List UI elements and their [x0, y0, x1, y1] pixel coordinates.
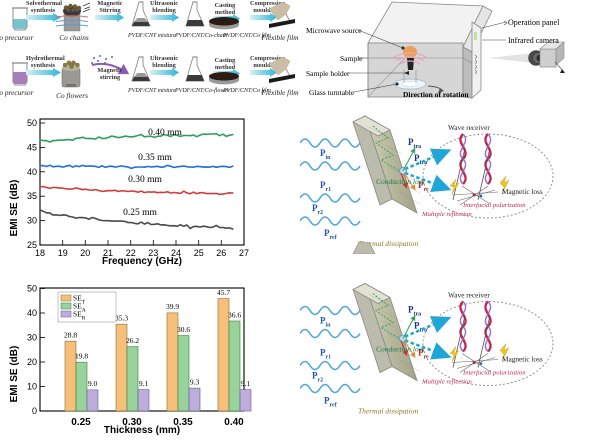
svg-text:Conduction loss: Conduction loss: [376, 177, 425, 186]
svg-text:0: 0: [32, 406, 37, 416]
svg-text:Magnetic loss: Magnetic loss: [502, 355, 543, 364]
svg-text:35.3: 35.3: [115, 314, 128, 323]
svg-text:45: 45: [27, 142, 37, 152]
svg-text:50: 50: [27, 118, 37, 128]
svg-text:Magnetic loss: Magnetic loss: [502, 187, 543, 196]
svg-text:9.1: 9.1: [139, 379, 149, 388]
svg-text:35: 35: [27, 191, 37, 201]
svg-text:Pref: Pref: [324, 228, 338, 241]
svg-text:EMI SE (dB): EMI SE (dB): [9, 346, 20, 403]
svg-text:36.6: 36.6: [228, 310, 241, 319]
svg-text:Multiple reflection: Multiple reflection: [421, 211, 472, 218]
svg-text:0.25 mm: 0.25 mm: [123, 208, 157, 218]
svg-text:Pref: Pref: [324, 396, 338, 409]
svg-text:Pin: Pin: [320, 316, 331, 329]
svg-text:45.7: 45.7: [217, 288, 230, 297]
svg-text:Ptra: Ptra: [408, 137, 421, 150]
svg-text:10: 10: [27, 382, 37, 392]
svg-text:Interfacial polarization: Interfacial polarization: [462, 202, 526, 209]
svg-text:Interfacial polarization: Interfacial polarization: [462, 370, 526, 377]
svg-text:50: 50: [27, 284, 37, 294]
svg-text:Ptra: Ptra: [408, 305, 421, 318]
svg-text:40: 40: [27, 308, 37, 318]
svg-text:9.0: 9.0: [88, 379, 98, 388]
svg-text:Wave receiver: Wave receiver: [448, 123, 490, 132]
svg-text:Pin: Pin: [320, 148, 331, 161]
svg-text:Sample: Sample: [340, 54, 363, 63]
svg-text:Pr1: Pr1: [320, 180, 331, 193]
svg-text:39.9: 39.9: [166, 302, 179, 311]
svg-text:Infrared camera: Infrared camera: [508, 36, 559, 45]
svg-text:Microwave source: Microwave source: [306, 26, 362, 35]
svg-text:Pr2: Pr2: [312, 371, 323, 384]
svg-text:40: 40: [27, 167, 37, 177]
svg-text:28.8: 28.8: [64, 331, 77, 340]
svg-text:Pr1: Pr1: [320, 348, 331, 361]
svg-text:Operation panel: Operation panel: [508, 18, 560, 27]
svg-text:30.6: 30.6: [177, 325, 190, 334]
svg-text:Wave receiver: Wave receiver: [448, 291, 490, 300]
svg-text:9.3: 9.3: [190, 377, 200, 386]
svg-text:9.1: 9.1: [241, 379, 251, 388]
svg-text:Conduction loss: Conduction loss: [376, 345, 425, 354]
svg-text:19.8: 19.8: [75, 352, 88, 361]
svg-text:EMI SE (dB): EMI SE (dB): [9, 180, 20, 237]
svg-text:0.35 mm: 0.35 mm: [138, 153, 172, 163]
svg-text:Sample holder: Sample holder: [306, 69, 350, 78]
svg-text:Direction of rotation: Direction of rotation: [403, 90, 469, 99]
svg-text:30: 30: [27, 333, 37, 343]
svg-text:Thermal dissipation: Thermal dissipation: [358, 407, 418, 416]
svg-text:Pr2: Pr2: [312, 203, 323, 216]
svg-text:26.2: 26.2: [126, 336, 139, 345]
svg-text:0.40 mm: 0.40 mm: [148, 128, 182, 138]
svg-text:20: 20: [27, 357, 37, 367]
svg-text:Multiple reflection: Multiple reflection: [421, 379, 472, 386]
svg-text:30: 30: [27, 216, 37, 226]
svg-text:Glass turntable: Glass turntable: [309, 88, 355, 97]
svg-text:0.30 mm: 0.30 mm: [128, 175, 162, 185]
